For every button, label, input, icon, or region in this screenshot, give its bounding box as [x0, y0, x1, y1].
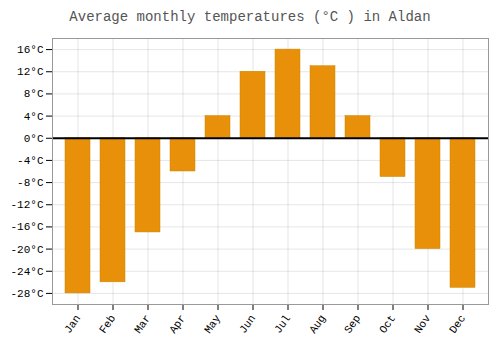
svg-text:Feb: Feb	[97, 313, 118, 336]
svg-text:Jul: Jul	[272, 313, 293, 336]
svg-text:Jan: Jan	[62, 313, 83, 336]
svg-text:-12°C: -12°C	[10, 199, 43, 211]
svg-text:-16°C: -16°C	[10, 221, 43, 233]
svg-text:-8°C: -8°C	[17, 177, 44, 189]
svg-text:Sep: Sep	[342, 313, 363, 336]
svg-text:-24°C: -24°C	[10, 266, 43, 278]
svg-text:-28°C: -28°C	[10, 288, 43, 300]
svg-text:16°C: 16°C	[17, 44, 44, 56]
svg-text:-20°C: -20°C	[10, 244, 43, 256]
svg-text:-4°C: -4°C	[17, 155, 44, 167]
svg-text:Jun: Jun	[237, 313, 258, 336]
svg-text:Mar: Mar	[132, 313, 153, 336]
svg-text:8°C: 8°C	[24, 88, 44, 100]
svg-text:Oct: Oct	[377, 313, 398, 336]
svg-text:May: May	[202, 312, 223, 335]
svg-text:Dec: Dec	[447, 313, 468, 336]
svg-text:12°C: 12°C	[17, 66, 44, 78]
svg-text:Apr: Apr	[167, 313, 188, 336]
svg-text:Aug: Aug	[307, 313, 328, 336]
html-text:Average monthly temperatures (: Average monthly temperatures (°C ) in Al…	[69, 9, 431, 25]
svg-text:Nov: Nov	[412, 312, 433, 335]
svg-text:0°C: 0°C	[24, 133, 44, 145]
svg-text:4°C: 4°C	[24, 111, 44, 123]
